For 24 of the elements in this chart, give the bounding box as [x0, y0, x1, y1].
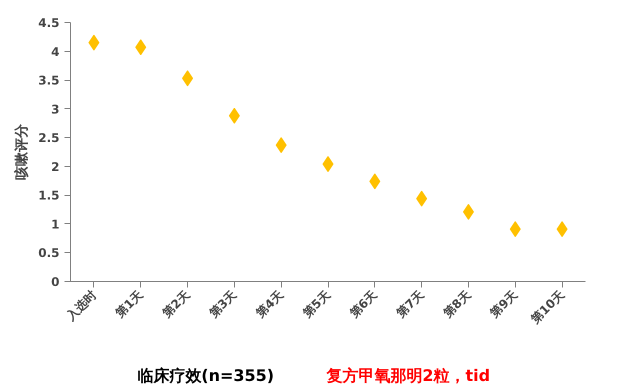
x-tick-label: 第8天	[440, 286, 474, 322]
y-tick-label: 3	[51, 102, 60, 116]
text: 复方甲氧那明2粒，tid	[325, 366, 490, 385]
y-tick-label: 1.5	[38, 188, 60, 203]
y-axis-title: 咳嗽评分	[13, 123, 30, 180]
x-tick-label: 第4天	[252, 286, 287, 322]
x-tick-label: 第5天	[299, 286, 334, 322]
y-tick-label: 1	[51, 217, 60, 232]
x-tick-label: 入选时	[62, 288, 99, 324]
y-tick-label: 0.5	[38, 246, 60, 260]
x-tick-label: 第2天	[159, 286, 194, 322]
y-tick-label: 0	[51, 275, 60, 289]
text: 临床疗效(n=355)	[137, 366, 274, 385]
y-tick-label: 2	[51, 160, 60, 174]
y-tick-label: 2.5	[38, 131, 60, 146]
y-tick-label: 4.5	[38, 16, 60, 30]
y-tick-label: 4	[51, 44, 60, 59]
x-tick-label: 第6天	[346, 286, 380, 322]
x-tick-label: 第9天	[486, 286, 521, 322]
y-tick-label: 3.5	[38, 74, 60, 88]
x-tick-label: 第3天	[206, 286, 240, 322]
x-tick-label: 第7天	[393, 286, 428, 322]
x-tick-label: 第10天	[528, 286, 568, 327]
x-tick-label: 第1天	[112, 286, 146, 322]
